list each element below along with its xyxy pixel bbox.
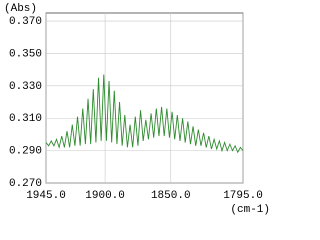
y-tick-label: 0.290 (9, 146, 42, 158)
x-axis-label: (cm-1) (230, 204, 270, 216)
x-tick-label: 1795.0 (223, 190, 263, 202)
x-tick-label: 1945.0 (26, 190, 66, 202)
y-tick-label: 0.310 (9, 113, 42, 125)
plot-frame (45, 12, 244, 184)
chart: (Abs) (cm-1) 0.270 0.290 0.310 0.330 0.350 0.… (4, 3, 270, 216)
y-tick-label: 0.350 (9, 48, 42, 60)
y-tick-label: 0.370 (9, 16, 42, 28)
x-tick-label: 1850.0 (151, 190, 191, 202)
y-tick-label: 0.270 (9, 178, 42, 190)
y-tick-label: 0.330 (9, 81, 42, 93)
y-axis-label: (Abs) (4, 3, 37, 15)
x-tick-label: 1900.0 (85, 190, 125, 202)
spectrum-line (45, 74, 244, 154)
